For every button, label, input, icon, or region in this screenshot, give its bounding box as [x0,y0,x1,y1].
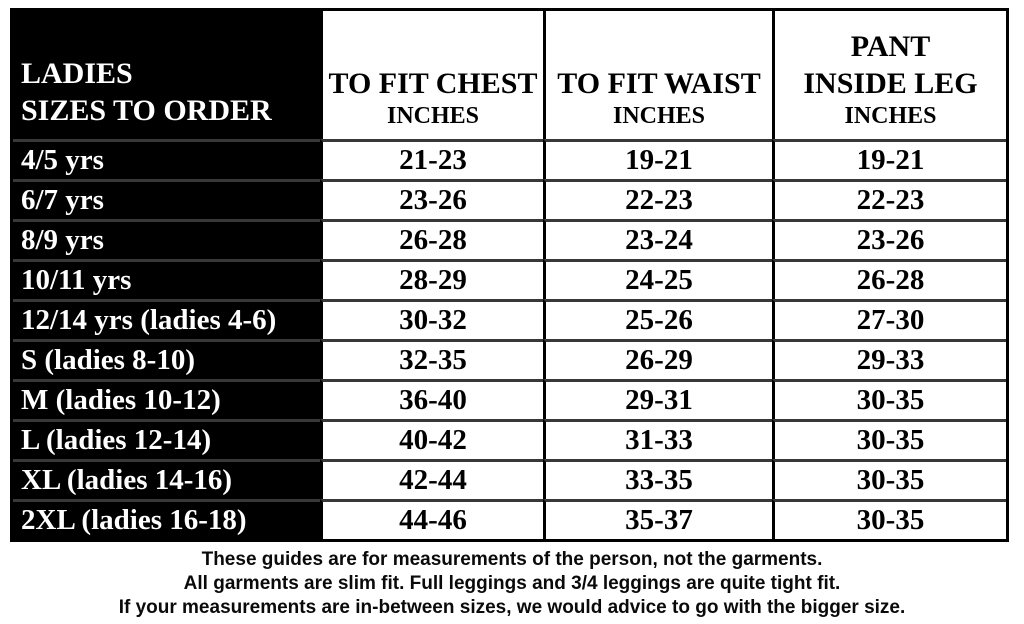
chest-value: 26-28 [320,219,543,259]
header-waist-units: INCHES [612,103,706,129]
size-label: 6/7 yrs [13,179,320,219]
header-sizes-line1: LADIES [21,57,133,90]
chest-value: 36-40 [320,379,543,419]
size-label: S (ladies 8-10) [13,339,320,379]
pant-value: 30-35 [772,379,1006,419]
header-chest-title: TO FIT CHEST [328,67,538,100]
size-label: 10/11 yrs [13,259,320,299]
pant-value: 26-28 [772,259,1006,299]
chest-value: 32-35 [320,339,543,379]
header-sizes-line2: SIZES TO ORDER [21,94,272,127]
pant-value: 19-21 [772,139,1006,179]
size-label: 12/14 yrs (ladies 4-6) [13,299,320,339]
header-sizes-to-order: LADIES SIZES TO ORDER [13,11,320,139]
header-chest: TO FIT CHEST INCHES [320,11,543,139]
size-label: 4/5 yrs [13,139,320,179]
chest-value: 40-42 [320,419,543,459]
header-chest-units: INCHES [386,103,480,129]
note-measurements: These guides are for measurements of the… [201,549,823,570]
header-pant-line1: PANT [850,30,931,63]
waist-value: 35-37 [543,499,772,539]
header-waist: TO FIT WAIST INCHES [543,11,772,139]
size-label: 2XL (ladies 16-18) [13,499,320,539]
waist-value: 25-26 [543,299,772,339]
footer-notes: These guides are for measurements of the… [0,548,1024,620]
header-pant-inside-leg: PANT INSIDE LEG INCHES [772,11,1006,139]
waist-value: 22-23 [543,179,772,219]
size-chart-table: LADIES SIZES TO ORDER TO FIT CHEST INCHE… [10,8,1009,542]
size-label: 8/9 yrs [13,219,320,259]
pant-value: 27-30 [772,299,1006,339]
pant-value: 22-23 [772,179,1006,219]
chest-value: 30-32 [320,299,543,339]
waist-value: 19-21 [543,139,772,179]
header-waist-title: TO FIT WAIST [557,67,761,100]
waist-value: 26-29 [543,339,772,379]
waist-value: 31-33 [543,419,772,459]
note-slim-fit: All garments are slim fit. Full leggings… [183,573,841,594]
header-pant-line2: INSIDE LEG [803,67,978,100]
size-label: M (ladies 10-12) [13,379,320,419]
note-between-sizes: If your measurements are in-between size… [118,597,906,618]
size-label: XL (ladies 14-16) [13,459,320,499]
size-label: L (ladies 12-14) [13,419,320,459]
waist-value: 33-35 [543,459,772,499]
chest-value: 28-29 [320,259,543,299]
pant-value: 30-35 [772,499,1006,539]
chest-value: 21-23 [320,139,543,179]
waist-value: 23-24 [543,219,772,259]
chest-value: 23-26 [320,179,543,219]
chest-value: 42-44 [320,459,543,499]
header-pant-units: INCHES [844,103,937,129]
chest-value: 44-46 [320,499,543,539]
pant-value: 29-33 [772,339,1006,379]
pant-value: 30-35 [772,459,1006,499]
pant-value: 30-35 [772,419,1006,459]
pant-value: 23-26 [772,219,1006,259]
waist-value: 29-31 [543,379,772,419]
waist-value: 24-25 [543,259,772,299]
